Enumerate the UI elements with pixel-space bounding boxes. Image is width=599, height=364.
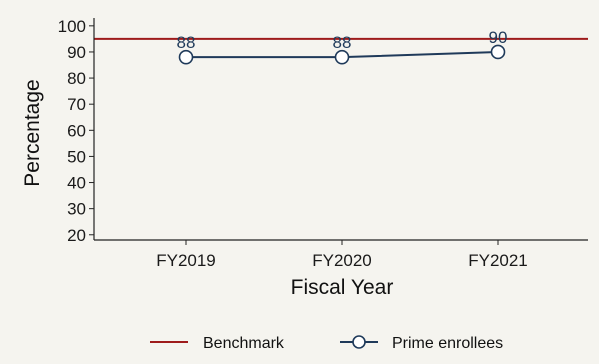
legend: Benchmark Prime enrollees [150,335,503,352]
y-axis-ticks: 20 30 40 50 60 70 80 90 100 [58,17,94,245]
legend-prime-enrollees-marker [352,335,366,349]
y-tick-label: 90 [67,43,86,62]
y-tick-label: 50 [67,147,86,166]
y-tick-label: 30 [67,200,86,219]
data-point-marker [490,44,506,60]
x-axis-ticks: FY2019 FY2020 FY2021 [156,240,528,270]
y-tick-label: 20 [67,226,86,245]
legend-benchmark-label: Benchmark [203,335,285,352]
data-label: 88 [333,33,352,52]
data-point-marker [334,49,350,65]
legend-prime-enrollees-label: Prime enrollees [392,335,503,352]
y-tick-label: 60 [67,121,86,140]
x-tick-label: FY2019 [156,251,216,270]
x-tick-label: FY2020 [312,251,372,270]
y-tick-label: 70 [67,95,86,114]
data-label: 90 [489,28,508,47]
y-tick-label: 100 [58,17,86,36]
x-axis-title: Fiscal Year [291,276,394,299]
axes [93,18,588,241]
y-axis-title: Percentage [21,79,44,186]
y-tick-label: 40 [67,174,86,193]
data-label: 88 [177,33,196,52]
series-layer: 88 88 90 [177,28,508,65]
data-point-marker [178,49,194,65]
y-tick-label: 80 [67,69,86,88]
x-tick-label: FY2021 [468,251,528,270]
